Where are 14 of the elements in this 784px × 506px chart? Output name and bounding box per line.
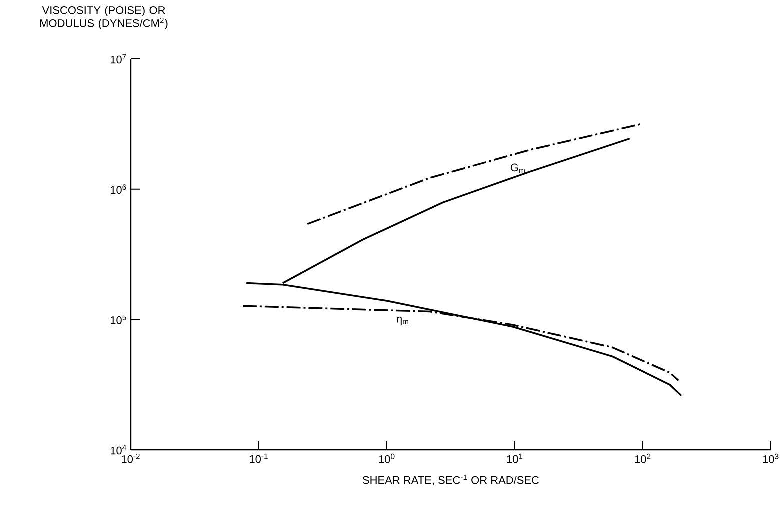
annotation: η$_{m}$ (397, 316, 409, 326)
x-tick-label: 10$^{-2}$ (122, 454, 140, 464)
y-tick-label: 10$^{6}$ (110, 184, 126, 194)
x-tick-label: 10$^{1}$ (507, 454, 523, 464)
x-axis-title: SHEAR RATE, SEC$^{-1}$ OR RAD/SEC (362, 474, 540, 486)
y-tick-label: 10$^{7}$ (110, 54, 126, 64)
y-tick-label: 10$^{4}$ (110, 445, 126, 455)
x-tick-label: 10$^{-1}$ (250, 454, 268, 464)
y-tick-label: 10$^{5}$ (110, 314, 126, 324)
x-tick-label: 10$^{0}$ (379, 454, 395, 464)
y-axis-title: VISCOSITY (POISE) OR MODULUS (DYNES/CM$^{2}$) (40, 6, 168, 30)
annotation: G$_{m}$ (511, 164, 525, 174)
x-tick-label: 10$^{3}$ (763, 454, 779, 464)
x-tick-label: 10$^{2}$ (635, 454, 651, 464)
